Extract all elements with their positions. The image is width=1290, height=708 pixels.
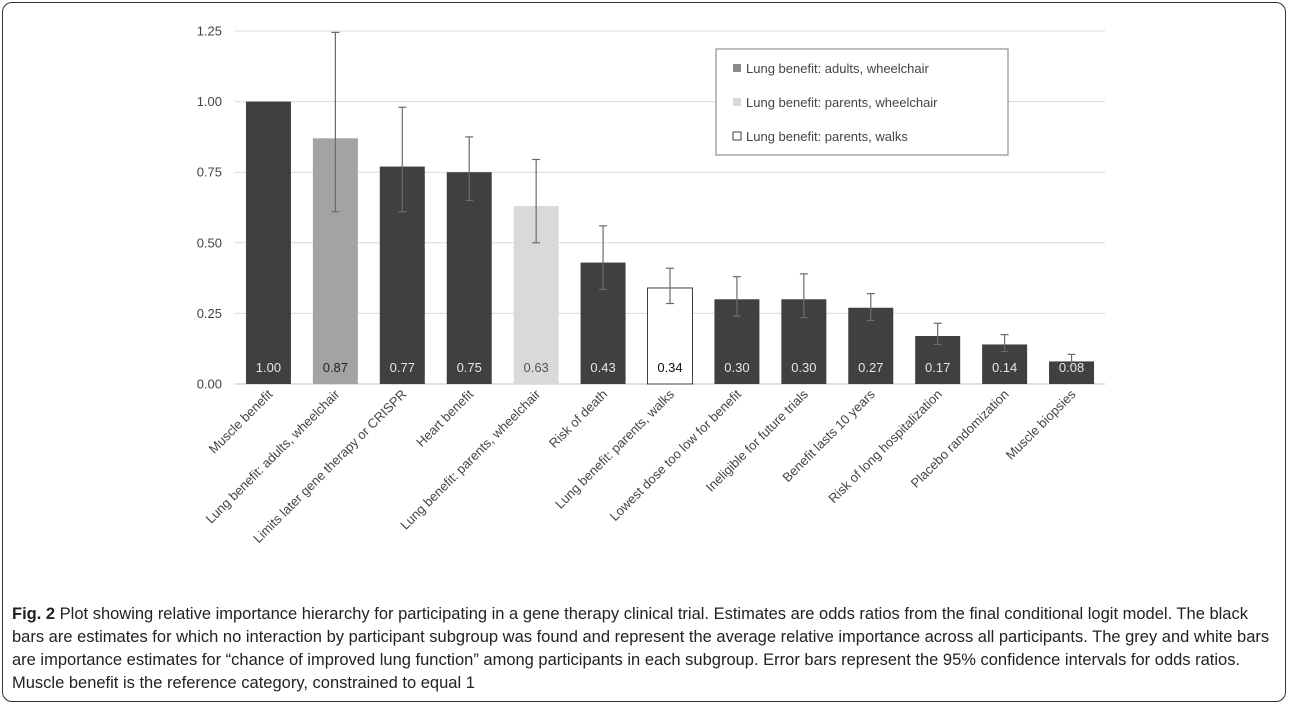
data-label: 0.34 bbox=[657, 360, 682, 375]
y-tick-label: 0.25 bbox=[197, 306, 222, 321]
x-tick-label: Risk of long hospitalization bbox=[825, 387, 944, 506]
data-label: 0.77 bbox=[390, 360, 415, 375]
legend-label: Lung benefit: parents, walks bbox=[746, 129, 908, 144]
y-tick-label: 1.25 bbox=[197, 24, 222, 39]
data-label: 0.87 bbox=[323, 360, 348, 375]
data-label: 0.30 bbox=[791, 360, 816, 375]
legend-swatch bbox=[733, 64, 741, 72]
legend-label: Lung benefit: adults, wheelchair bbox=[746, 61, 930, 76]
figure-caption: Fig. 2 Plot showing relative importance … bbox=[12, 603, 1274, 695]
x-tick-label: Lowest dose too low for benefit bbox=[607, 386, 745, 524]
data-label: 1.00 bbox=[256, 360, 281, 375]
y-tick-label: 0.50 bbox=[197, 235, 222, 250]
bar bbox=[1049, 361, 1095, 384]
legend-label: Lung benefit: parents, wheelchair bbox=[746, 95, 938, 110]
y-tick-label: 0.75 bbox=[197, 165, 222, 180]
error-bars bbox=[331, 31, 1076, 367]
legend-item-parents-wheelchair: Lung benefit: parents, wheelchair bbox=[733, 95, 938, 110]
data-label: 0.14 bbox=[992, 360, 1017, 375]
value-labels: 1.00 0.87 0.77 0.75 0.63 0.43 0.34 0.30 0.30 0.27… bbox=[256, 360, 1084, 375]
x-tick-label: Risk of death bbox=[546, 387, 610, 451]
x-tick-label: Lung benefit: parents, wheelchair bbox=[397, 386, 544, 533]
legend-item-parents-walks: Lung benefit: parents, walks bbox=[732, 129, 908, 144]
x-tick-label: Heart benefit bbox=[413, 386, 477, 450]
bar bbox=[446, 172, 492, 384]
x-tick-label: Muscle benefit bbox=[206, 386, 276, 456]
x-tick-label: Lung benefit: parents, walks bbox=[552, 386, 677, 511]
y-tick-label: 1.00 bbox=[197, 94, 222, 109]
data-label: 0.75 bbox=[457, 360, 482, 375]
legend-box bbox=[715, 48, 1009, 156]
legend: Lung benefit: adults, wheelchair Lung be… bbox=[715, 48, 1009, 156]
x-tick-label: Muscle biopsies bbox=[1003, 386, 1079, 462]
bar bbox=[245, 101, 291, 384]
x-tick-label: Limits later gene therapy or CRISPR bbox=[250, 387, 409, 546]
figure-label: Fig. 2 bbox=[12, 605, 56, 623]
x-tick-label: Lung benefit: adults, wheelchair bbox=[203, 386, 343, 526]
bar-chart: 1.00 0.87 0.77 0.75 0.63 0.43 0.34 0.30 0.30 0.27… bbox=[197, 24, 1105, 546]
legend-swatch bbox=[732, 131, 742, 141]
y-axis-ticks: 0.00 0.25 0.50 0.75 1.00 1.25 bbox=[197, 24, 222, 392]
data-label: 0.17 bbox=[925, 360, 950, 375]
data-label: 0.08 bbox=[1059, 360, 1084, 375]
legend-swatch bbox=[733, 98, 741, 106]
data-label: 0.63 bbox=[523, 360, 548, 375]
data-label: 0.30 bbox=[724, 360, 749, 375]
caption-text: Plot showing relative importance hierarc… bbox=[12, 605, 1270, 692]
data-label: 0.27 bbox=[858, 360, 883, 375]
data-label: 0.43 bbox=[590, 360, 615, 375]
y-tick-label: 0.00 bbox=[197, 377, 222, 392]
legend-item-adults-wheelchair: Lung benefit: adults, wheelchair bbox=[733, 61, 930, 76]
bars bbox=[245, 101, 1095, 385]
